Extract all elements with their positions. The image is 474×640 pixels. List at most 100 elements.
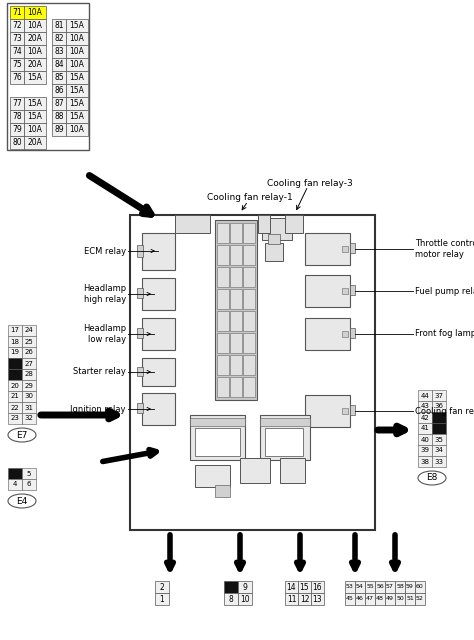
Text: 83: 83 — [54, 47, 64, 56]
Text: 13: 13 — [313, 595, 322, 604]
Bar — [311, 581, 324, 593]
Bar — [217, 333, 229, 353]
Bar — [432, 456, 446, 467]
Text: 31: 31 — [25, 404, 34, 410]
Bar — [260, 418, 310, 426]
Text: Headlamp
high relay: Headlamp high relay — [83, 284, 126, 304]
Text: 15A: 15A — [70, 86, 84, 95]
Text: 21: 21 — [10, 394, 19, 399]
Text: 23: 23 — [10, 415, 19, 422]
Bar — [10, 136, 24, 149]
Bar — [258, 215, 270, 233]
Bar — [66, 19, 88, 32]
Text: 15A: 15A — [27, 73, 43, 82]
Text: 10A: 10A — [70, 47, 84, 56]
Text: 15A: 15A — [70, 99, 84, 108]
Bar — [10, 97, 24, 110]
Bar — [342, 246, 348, 252]
Text: 10: 10 — [240, 595, 250, 604]
Text: 84: 84 — [54, 60, 64, 69]
Bar — [230, 289, 242, 309]
Text: 55: 55 — [366, 584, 374, 589]
Text: 51: 51 — [406, 596, 414, 602]
Text: 81: 81 — [54, 21, 64, 30]
Bar — [285, 215, 303, 233]
Bar — [385, 581, 395, 593]
Bar — [10, 32, 24, 45]
Bar — [215, 485, 230, 497]
Text: 8: 8 — [228, 595, 233, 604]
Bar — [66, 123, 88, 136]
Text: 80: 80 — [12, 138, 22, 147]
Bar — [415, 581, 425, 593]
Bar — [7, 3, 89, 150]
Bar — [66, 58, 88, 71]
Text: 47: 47 — [366, 596, 374, 602]
Bar — [24, 123, 46, 136]
Bar — [52, 71, 66, 84]
Text: 6: 6 — [27, 481, 31, 488]
Bar — [142, 233, 175, 270]
Text: 29: 29 — [25, 383, 34, 388]
Bar — [52, 32, 66, 45]
Bar — [215, 220, 257, 400]
Text: 10A: 10A — [70, 34, 84, 43]
Text: Front fog lamp rel-: Front fog lamp rel- — [415, 330, 474, 339]
Text: 4: 4 — [13, 481, 17, 488]
Bar — [305, 318, 350, 350]
Text: 14: 14 — [287, 582, 296, 591]
Text: 19: 19 — [10, 349, 19, 355]
Bar — [10, 58, 24, 71]
Text: 58: 58 — [396, 584, 404, 589]
Bar — [130, 215, 375, 530]
Bar — [8, 325, 22, 336]
Bar — [24, 110, 46, 123]
Bar — [230, 223, 242, 243]
Bar — [10, 19, 24, 32]
Text: 54: 54 — [356, 584, 364, 589]
Bar — [243, 377, 255, 397]
Bar — [405, 593, 415, 605]
Bar — [418, 401, 432, 412]
Bar — [137, 367, 143, 376]
Text: 15A: 15A — [27, 112, 43, 121]
Text: E4: E4 — [17, 497, 27, 506]
Bar — [137, 403, 143, 413]
Bar — [230, 267, 242, 287]
Text: 36: 36 — [435, 403, 444, 410]
Bar — [418, 423, 432, 434]
Bar — [52, 19, 66, 32]
Text: 38: 38 — [420, 458, 429, 465]
Bar — [24, 136, 46, 149]
Text: 27: 27 — [25, 360, 34, 367]
Bar — [217, 289, 229, 309]
Text: 44: 44 — [420, 392, 429, 399]
Bar — [22, 468, 36, 479]
Text: 72: 72 — [12, 21, 22, 30]
Text: 52: 52 — [416, 596, 424, 602]
Bar — [22, 402, 36, 413]
Bar — [342, 331, 348, 337]
Bar — [137, 328, 143, 338]
Text: 53: 53 — [346, 584, 354, 589]
Bar — [137, 245, 143, 257]
Bar — [22, 413, 36, 424]
Text: 78: 78 — [12, 112, 22, 121]
Text: 10A: 10A — [27, 21, 43, 30]
Bar — [10, 123, 24, 136]
Bar — [142, 358, 175, 386]
Bar — [298, 593, 311, 605]
Bar — [260, 415, 310, 460]
Text: 43: 43 — [420, 403, 429, 410]
Bar — [52, 84, 66, 97]
Bar — [52, 123, 66, 136]
Bar — [195, 428, 240, 456]
Bar — [142, 278, 175, 310]
Bar — [305, 275, 350, 307]
Bar — [268, 234, 280, 244]
Bar — [8, 479, 22, 490]
Bar — [22, 391, 36, 402]
Text: 48: 48 — [376, 596, 384, 602]
Text: 39: 39 — [420, 447, 429, 454]
Bar — [52, 110, 66, 123]
